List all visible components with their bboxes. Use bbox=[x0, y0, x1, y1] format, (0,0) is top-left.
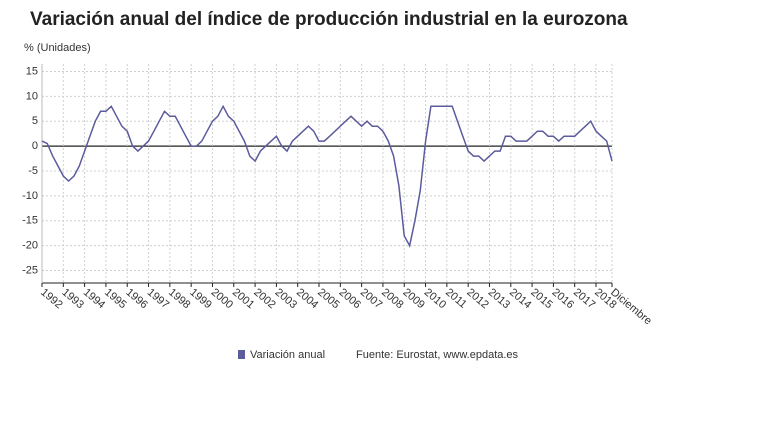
source: Fuente: Eurostat, www.epdata.es bbox=[356, 349, 519, 361]
x-tick-label: 2004 bbox=[294, 286, 320, 311]
x-tick-label: 1999 bbox=[187, 286, 213, 311]
x-tick-label: 2014 bbox=[507, 286, 533, 311]
x-tick-label: 2017 bbox=[571, 286, 597, 311]
y-tick-label: 10 bbox=[26, 90, 38, 102]
x-tick-label: 2016 bbox=[550, 286, 576, 311]
x-tick-label: 2009 bbox=[400, 286, 426, 311]
x-tick-label: 2007 bbox=[358, 286, 384, 311]
y-tick-label: 15 bbox=[26, 65, 38, 77]
y-tick-label: 5 bbox=[32, 115, 38, 127]
x-tick-label: 2006 bbox=[337, 286, 363, 311]
x-tick-label: 2000 bbox=[209, 286, 235, 311]
x-tick-label: 1994 bbox=[81, 286, 107, 311]
x-tick-label: 1993 bbox=[60, 286, 86, 311]
legend-label: Variación anual bbox=[250, 349, 325, 361]
x-tick-label: 2013 bbox=[486, 286, 512, 311]
x-tick-label: 1996 bbox=[123, 286, 149, 311]
x-tick-label: 2010 bbox=[422, 286, 448, 311]
y-tick-label: -20 bbox=[22, 240, 38, 252]
x-tick-label: 1992 bbox=[38, 286, 64, 311]
y-tick-label: -5 bbox=[28, 165, 38, 177]
y-tick-label: -25 bbox=[22, 264, 38, 276]
series-line bbox=[41, 104, 613, 248]
x-tick-label: 2011 bbox=[443, 286, 469, 310]
y-axis-label: % (Unidades) bbox=[24, 42, 91, 54]
chart-title: Variación anual del índice de producción… bbox=[30, 9, 628, 30]
x-tick-label: 2002 bbox=[251, 286, 277, 311]
x-tick-label: 2015 bbox=[528, 286, 554, 311]
x-tick-label: 1997 bbox=[145, 286, 171, 311]
x-tick-label: 1998 bbox=[166, 286, 192, 311]
y-tick-label: -15 bbox=[22, 215, 38, 227]
x-tick-label: 2001 bbox=[230, 286, 256, 311]
x-tick-label: 2005 bbox=[315, 286, 341, 311]
x-tick-label: 2003 bbox=[273, 286, 299, 311]
x-tick-label: Diciembre bbox=[608, 286, 654, 327]
x-tick-label: 2012 bbox=[464, 286, 490, 311]
y-tick-label: 0 bbox=[32, 140, 38, 152]
legend-swatch bbox=[238, 350, 245, 359]
y-tick-label: -10 bbox=[22, 190, 38, 202]
x-tick-label: 1995 bbox=[102, 286, 128, 311]
x-tick-label: 2008 bbox=[379, 286, 405, 311]
